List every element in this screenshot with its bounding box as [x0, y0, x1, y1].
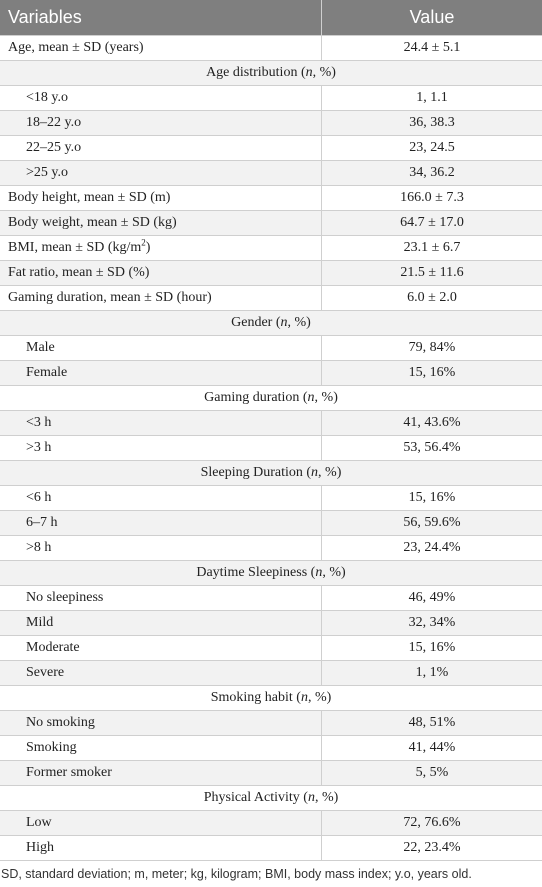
- table-row: Male 79, 84%: [0, 335, 542, 361]
- table-row: <6 h 15, 16%: [0, 485, 542, 511]
- table-row: Physical Activity (n, %): [0, 785, 542, 811]
- label-cell: Severe: [0, 660, 322, 686]
- table-row: Body height, mean ± SD (m) 166.0 ± 7.3: [0, 185, 542, 211]
- data-table: Variables Value Age, mean ± SD (years) 24…: [0, 0, 542, 861]
- label-cell: 6–7 h: [0, 510, 322, 536]
- value-cell: 79, 84%: [321, 335, 542, 361]
- table-row: >25 y.o 34, 36.2: [0, 160, 542, 186]
- label-cell: Smoking: [0, 735, 322, 761]
- value-cell: 23, 24.5: [321, 135, 542, 161]
- label-cell: Male: [0, 335, 322, 361]
- value-cell: 36, 38.3: [321, 110, 542, 136]
- table-row: Severe 1, 1%: [0, 660, 542, 686]
- label-cell: High: [0, 835, 322, 861]
- value-cell: 46, 49%: [321, 585, 542, 611]
- header-row: Variables Value: [0, 0, 542, 36]
- table-row: Mild 32, 34%: [0, 610, 542, 636]
- table-row: No smoking 48, 51%: [0, 710, 542, 736]
- table-row: Moderate 15, 16%: [0, 635, 542, 661]
- label-cell: >8 h: [0, 535, 322, 561]
- label-cell: Former smoker: [0, 760, 322, 786]
- label-cell: <3 h: [0, 410, 322, 436]
- value-cell: 72, 76.6%: [321, 810, 542, 836]
- label-cell: 22–25 y.o: [0, 135, 322, 161]
- label-cell: Gaming duration (n, %): [0, 385, 542, 411]
- value-cell: 15, 16%: [321, 485, 542, 511]
- value-cell: 41, 43.6%: [321, 410, 542, 436]
- label-cell: <6 h: [0, 485, 322, 511]
- table-row: <3 h 41, 43.6%: [0, 410, 542, 436]
- value-cell: 56, 59.6%: [321, 510, 542, 536]
- value-cell: 64.7 ± 17.0: [321, 210, 542, 236]
- label-cell: No sleepiness: [0, 585, 322, 611]
- label-cell: Gender (n, %): [0, 310, 542, 336]
- table-row: >3 h 53, 56.4%: [0, 435, 542, 461]
- table-row: Gaming duration, mean ± SD (hour) 6.0 ± 2…: [0, 285, 542, 311]
- value-cell: 6.0 ± 2.0: [321, 285, 542, 311]
- label-cell: Moderate: [0, 635, 322, 661]
- label-cell: Gaming duration, mean ± SD (hour): [0, 285, 322, 311]
- label-cell: Sleeping Duration (n, %): [0, 460, 542, 486]
- footnote: SD, standard deviation; m, meter; kg, ki…: [1, 867, 472, 881]
- value-cell: 53, 56.4%: [321, 435, 542, 461]
- label-cell: Body weight, mean ± SD (kg): [0, 210, 322, 236]
- label-cell: BMI, mean ± SD (kg/m2): [0, 235, 322, 261]
- label-cell: Fat ratio, mean ± SD (%): [0, 260, 322, 286]
- table-row: Smoking 41, 44%: [0, 735, 542, 761]
- label-cell: Smoking habit (n, %): [0, 685, 542, 711]
- table-row: Sleeping Duration (n, %): [0, 460, 542, 486]
- value-cell: 24.4 ± 5.1: [321, 35, 542, 61]
- label-cell: Daytime Sleepiness (n, %): [0, 560, 542, 586]
- value-cell: 15, 16%: [321, 360, 542, 386]
- value-cell: 15, 16%: [321, 635, 542, 661]
- label-cell: <18 y.o: [0, 85, 322, 111]
- label-cell: Age distribution (n, %): [0, 60, 542, 86]
- value-cell: 21.5 ± 11.6: [321, 260, 542, 286]
- table-row: Smoking habit (n, %): [0, 685, 542, 711]
- table-row: Former smoker 5, 5%: [0, 760, 542, 786]
- label-cell: Female: [0, 360, 322, 386]
- value-cell: 41, 44%: [321, 735, 542, 761]
- table-row: 22–25 y.o 23, 24.5: [0, 135, 542, 161]
- table-row: No sleepiness 46, 49%: [0, 585, 542, 611]
- label-cell: Mild: [0, 610, 322, 636]
- value-cell: 23, 24.4%: [321, 535, 542, 561]
- value-cell: 5, 5%: [321, 760, 542, 786]
- table-row: Age, mean ± SD (years) 24.4 ± 5.1: [0, 35, 542, 61]
- label-cell: 18–22 y.o: [0, 110, 322, 136]
- table-row: Gaming duration (n, %): [0, 385, 542, 411]
- table-body: Age, mean ± SD (years) 24.4 ± 5.1 Age dist…: [0, 35, 542, 861]
- value-cell: 1, 1.1: [321, 85, 542, 111]
- label-cell: >25 y.o: [0, 160, 322, 186]
- table-row: Gender (n, %): [0, 310, 542, 336]
- label-cell: Body height, mean ± SD (m): [0, 185, 322, 211]
- table-row: Age distribution (n, %): [0, 60, 542, 86]
- table-row: Daytime Sleepiness (n, %): [0, 560, 542, 586]
- value-cell: 1, 1%: [321, 660, 542, 686]
- header-cell: Value: [321, 0, 542, 36]
- table-row: Body weight, mean ± SD (kg) 64.7 ± 17.0: [0, 210, 542, 236]
- table-row: <18 y.o 1, 1.1: [0, 85, 542, 111]
- label-cell: No smoking: [0, 710, 322, 736]
- table-row: 18–22 y.o 36, 38.3: [0, 110, 542, 136]
- value-cell: 166.0 ± 7.3: [321, 185, 542, 211]
- label-cell: Physical Activity (n, %): [0, 785, 542, 811]
- table-row: BMI, mean ± SD (kg/m2) 23.1 ± 6.7: [0, 235, 542, 261]
- header-cell: Variables: [0, 0, 322, 36]
- table-row: High 22, 23.4%: [0, 835, 542, 861]
- value-cell: 23.1 ± 6.7: [321, 235, 542, 261]
- value-cell: 32, 34%: [321, 610, 542, 636]
- label-cell: Age, mean ± SD (years): [0, 35, 322, 61]
- value-cell: 22, 23.4%: [321, 835, 542, 861]
- table-row: >8 h 23, 24.4%: [0, 535, 542, 561]
- value-cell: 48, 51%: [321, 710, 542, 736]
- value-cell: 34, 36.2: [321, 160, 542, 186]
- table-row: Fat ratio, mean ± SD (%) 21.5 ± 11.6: [0, 260, 542, 286]
- table-row: Female 15, 16%: [0, 360, 542, 386]
- table-row: 6–7 h 56, 59.6%: [0, 510, 542, 536]
- label-cell: >3 h: [0, 435, 322, 461]
- label-cell: Low: [0, 810, 322, 836]
- table-row: Low 72, 76.6%: [0, 810, 542, 836]
